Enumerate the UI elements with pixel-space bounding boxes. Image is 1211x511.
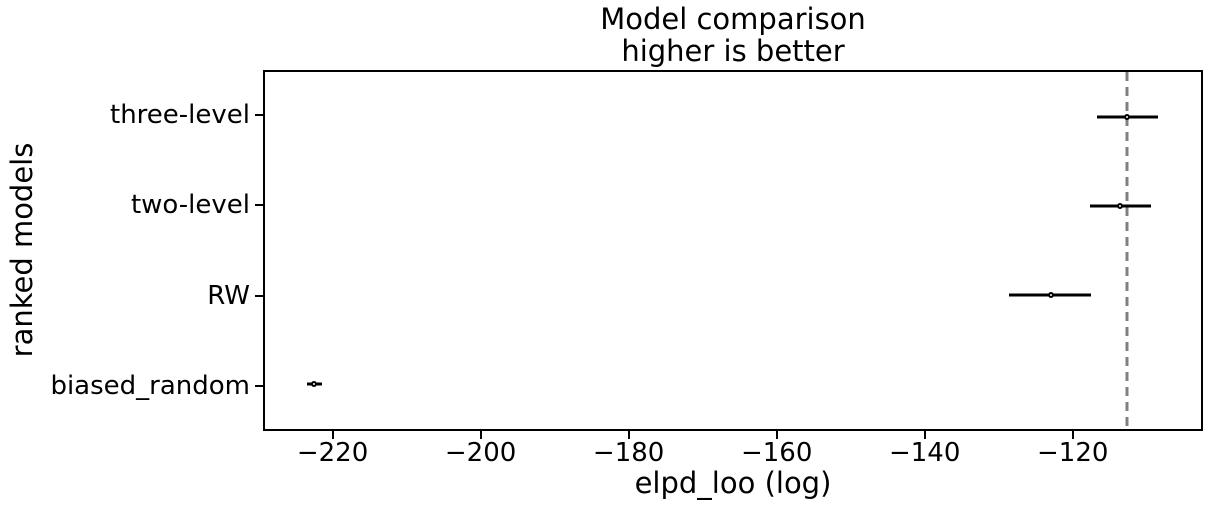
x-tick-label: −220	[296, 438, 369, 468]
chart-subtitle: higher is better	[621, 34, 845, 68]
x-axis-label: elpd_loo (log)	[634, 466, 832, 500]
x-tick-mark	[627, 431, 630, 439]
x-tick-label: −160	[740, 438, 813, 468]
x-tick-mark	[923, 431, 926, 439]
y-axis-label: ranked models	[5, 142, 39, 358]
x-tick-label: −140	[888, 438, 961, 468]
point-marker	[1047, 292, 1054, 299]
y-tick-label-RW: RW	[207, 280, 250, 311]
point-marker	[311, 381, 318, 388]
plot-area	[263, 70, 1203, 431]
y-tick-label-three-level: three-level	[110, 100, 250, 131]
y-tick-label-biased_random: biased_random	[50, 370, 250, 401]
x-tick-label: −180	[592, 438, 665, 468]
y-tick-mark	[255, 114, 263, 117]
x-tick-mark	[331, 431, 334, 439]
y-tick-label-two-level: two-level	[130, 190, 250, 221]
x-tick-mark	[1071, 431, 1074, 439]
y-tick-mark	[255, 204, 263, 207]
x-tick-mark	[479, 431, 482, 439]
chart-title: Model comparison	[600, 2, 866, 36]
y-tick-mark	[255, 294, 263, 297]
y-tick-mark	[255, 384, 263, 387]
x-tick-mark	[775, 431, 778, 439]
point-marker	[1116, 202, 1123, 209]
x-tick-label: −120	[1037, 438, 1109, 468]
chart-title-block: Model comparison higher is better	[263, 3, 1203, 67]
reference-line	[1125, 72, 1129, 429]
x-tick-label: −200	[444, 438, 517, 468]
point-marker	[1124, 113, 1131, 120]
